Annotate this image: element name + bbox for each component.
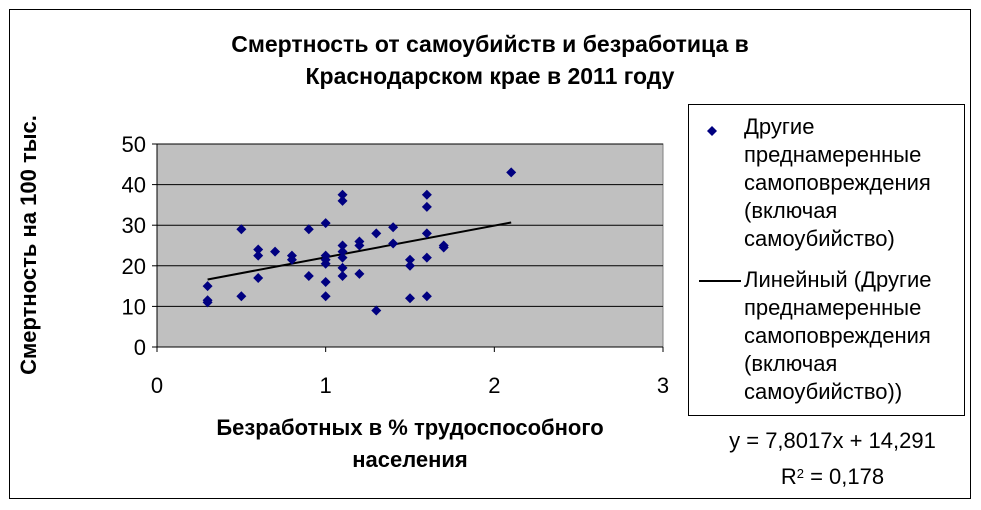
trendline <box>207 221 512 281</box>
plot-area <box>156 143 664 348</box>
y-tick-label: 20 <box>122 254 146 279</box>
data-point <box>320 258 331 269</box>
data-point <box>303 224 314 235</box>
data-point <box>421 291 432 302</box>
data-point <box>270 246 281 257</box>
data-point <box>354 240 365 251</box>
x-axis-label: Безработных в % трудоспособного населени… <box>216 415 604 472</box>
data-point <box>337 270 348 281</box>
x-tick-label: 2 <box>488 373 500 398</box>
x-tick-label: 1 <box>320 373 332 398</box>
data-point <box>303 270 314 281</box>
data-point <box>371 305 382 316</box>
data-point <box>421 189 432 200</box>
data-point <box>253 250 264 261</box>
data-point <box>337 240 348 251</box>
y-tick-label: 30 <box>122 213 146 238</box>
legend-label-data-series: Другие преднамеренные самоповреждения (в… <box>744 114 931 251</box>
data-point <box>405 293 415 304</box>
data-point <box>371 228 382 239</box>
data-point <box>337 252 348 263</box>
chart-title: Смертность от самоубийств и безработица … <box>231 31 749 89</box>
data-point <box>236 224 247 235</box>
data-point <box>286 254 297 265</box>
data-point <box>405 260 415 271</box>
r-squared-prefix: R <box>780 464 797 489</box>
y-tick-label: 10 <box>122 294 146 319</box>
data-point <box>421 201 432 212</box>
data-point <box>421 228 432 239</box>
r-squared-value: = 0,178 <box>803 464 885 489</box>
data-point <box>438 242 449 253</box>
trendline-equation: y = 7,8017x + 14,291 <box>729 428 936 453</box>
data-point <box>236 291 247 302</box>
data-point <box>405 254 415 265</box>
data-point <box>202 297 213 308</box>
data-point <box>506 167 517 178</box>
r-squared: R2 = 0,178 <box>690 462 975 492</box>
legend: Другие преднамеренные самоповреждения (в… <box>688 104 965 416</box>
data-point <box>354 268 365 279</box>
y-tick-label: 0 <box>134 335 146 360</box>
line-marker-icon <box>699 280 741 282</box>
data-point <box>253 272 264 283</box>
data-point <box>337 195 348 206</box>
y-tick-label: 40 <box>122 173 146 198</box>
data-point <box>202 281 213 292</box>
legend-label-trendline: Линейный (Другие преднамеренные самоповр… <box>744 267 932 404</box>
diamond-marker-icon <box>707 126 717 136</box>
data-point <box>421 252 432 263</box>
data-point <box>337 246 348 257</box>
y-tick-label: 50 <box>122 132 146 157</box>
x-tick-label: 3 <box>657 373 669 398</box>
data-point <box>320 291 331 302</box>
data-point <box>320 218 331 229</box>
data-point <box>388 222 399 233</box>
x-tick-label: 0 <box>151 373 163 398</box>
data-point <box>337 189 348 200</box>
data-point <box>388 238 399 249</box>
data-point <box>253 244 264 255</box>
data-point <box>320 277 331 288</box>
r-squared-exponent: 2 <box>796 466 804 481</box>
data-point <box>337 262 348 273</box>
